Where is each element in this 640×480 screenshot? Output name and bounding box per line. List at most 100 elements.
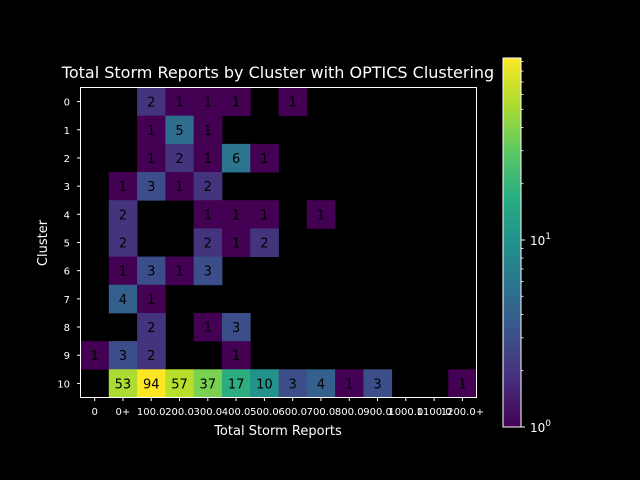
cell-value-label: 1 <box>345 377 353 392</box>
heatmap-cell <box>165 143 195 173</box>
cell-value-label: 3 <box>204 265 212 280</box>
cell-value-label: 1 <box>175 265 183 280</box>
heatmap-cells: 2 1 1 1 11 5 11 2 1 6 11 3 1 22 1 1 1 12 2 1 21 3 1 34 12 1 31 3 2 15… <box>80 87 477 398</box>
x-tick-label: 800.0 <box>335 407 364 418</box>
cell-value-label: 1 <box>91 349 99 364</box>
y-tick-label: 3 <box>64 182 70 193</box>
y-tick-label: 0 <box>64 98 70 109</box>
cell-value-label: 2 <box>260 236 268 251</box>
cell-value-label: 1 <box>232 236 240 251</box>
heatmap-cell <box>221 369 251 398</box>
x-tick-label: 900.0 <box>363 407 392 418</box>
heatmap-cell <box>108 341 138 370</box>
cell-value-label: 1 <box>175 180 183 195</box>
cell-value-label: 1 <box>119 265 127 280</box>
heatmap-cell <box>278 87 308 117</box>
cell-value-label: 3 <box>147 265 155 280</box>
cell-value-label: 1 <box>204 321 212 336</box>
heatmap-cell <box>137 284 166 314</box>
heatmap-cell <box>193 200 223 229</box>
x-tick-label: 600.0 <box>278 407 307 418</box>
y-tick-label: 8 <box>64 323 70 334</box>
cell-value-label: 1 <box>147 293 155 308</box>
heatmap-cell <box>193 312 223 342</box>
heatmap-cell <box>250 228 279 257</box>
cell-value-label: 4 <box>119 293 127 308</box>
cell-value-label: 2 <box>147 321 155 336</box>
cell-value-label: 1 <box>204 96 212 111</box>
cell-value-label: 1 <box>260 152 268 167</box>
x-axis-ticks: 0 0+ 100.0 200.0 300.0 400.0 500.0 600.0 700.0 80… <box>91 397 484 418</box>
x-tick-label: 200.0 <box>165 407 194 418</box>
cell-value-label: 3 <box>289 377 297 392</box>
heatmap-cell <box>137 115 166 145</box>
x-tick-label: 1000.0 <box>388 407 423 418</box>
cell-value-label: 1 <box>232 208 240 223</box>
x-tick-label: 0 <box>91 407 97 418</box>
chart-title: Total Storm Reports by Cluster with OPTI… <box>61 63 494 82</box>
heatmap-cell <box>137 172 166 201</box>
heatmap-cell <box>108 228 138 257</box>
x-tick-label: 1200.0+ <box>441 407 484 418</box>
cell-value-label: 4 <box>317 377 325 392</box>
y-axis-ticks: 0 1 2 3 4 5 6 7 8 9 10 <box>57 98 81 390</box>
heatmap-cell <box>137 87 166 117</box>
heatmap-cell <box>137 369 166 398</box>
x-tick-label: 100.0 <box>137 407 166 418</box>
y-tick-label: 9 <box>64 351 70 362</box>
heatmap-cell <box>193 256 223 286</box>
cell-value-label: 53 <box>115 377 132 392</box>
cell-value-label: 10 <box>256 377 273 392</box>
cell-value-label: 1 <box>232 349 240 364</box>
heatmap-cell <box>137 312 166 342</box>
cell-value-label: 2 <box>204 236 212 251</box>
y-tick-label: 7 <box>64 295 70 306</box>
cell-value-label: 17 <box>228 377 245 392</box>
heatmap-cell <box>108 172 138 201</box>
heatmap-cell <box>448 369 477 398</box>
cell-value-label: 2 <box>175 152 183 167</box>
heatmap-cell <box>193 143 223 173</box>
heatmap-cell <box>108 369 138 398</box>
cell-value-label: 2 <box>147 96 155 111</box>
x-tick-label: 300.0 <box>193 407 222 418</box>
y-tick-label: 4 <box>64 210 70 221</box>
cell-value-label: 1 <box>458 377 466 392</box>
cell-value-label: 1 <box>260 208 268 223</box>
heatmap-cell <box>306 369 336 398</box>
heatmap-cell <box>193 172 223 201</box>
heatmap-cell <box>278 369 308 398</box>
heatmap-cell <box>193 228 223 257</box>
heatmap-cell <box>193 87 223 117</box>
heatmap-cell <box>250 143 279 173</box>
x-tick-label: 0+ <box>116 407 131 418</box>
x-tick-label: 1100.0 <box>417 407 452 418</box>
y-tick-label: 1 <box>64 126 70 137</box>
heatmap-cell <box>193 115 223 145</box>
cell-value-label: 3 <box>147 180 155 195</box>
cell-value-label: 1 <box>204 124 212 139</box>
heatmap-cell <box>221 341 251 370</box>
cell-value-label: 1 <box>147 124 155 139</box>
y-axis-label: Cluster <box>36 219 51 266</box>
heatmap-cell <box>306 200 336 229</box>
cell-value-label: 5 <box>175 124 183 139</box>
heatmap-cell <box>335 369 364 398</box>
heatmap-cell <box>137 341 166 370</box>
cell-value-label: 1 <box>119 180 127 195</box>
heatmap-cell <box>165 172 195 201</box>
cell-value-label: 1 <box>175 96 183 111</box>
heatmap-cell <box>221 200 251 229</box>
y-tick-label: 10 <box>57 379 70 390</box>
cell-value-label: 2 <box>204 180 212 195</box>
cell-value-label: 2 <box>119 208 127 223</box>
heatmap-cell <box>108 200 138 229</box>
cell-value-label: 3 <box>119 349 127 364</box>
heatmap-cell <box>221 87 251 117</box>
heatmap-cell <box>165 369 195 398</box>
heatmap-cell <box>137 143 166 173</box>
heatmap-cell <box>80 341 110 370</box>
x-tick-label: 500.0 <box>250 407 279 418</box>
heatmap-cell <box>363 369 393 398</box>
